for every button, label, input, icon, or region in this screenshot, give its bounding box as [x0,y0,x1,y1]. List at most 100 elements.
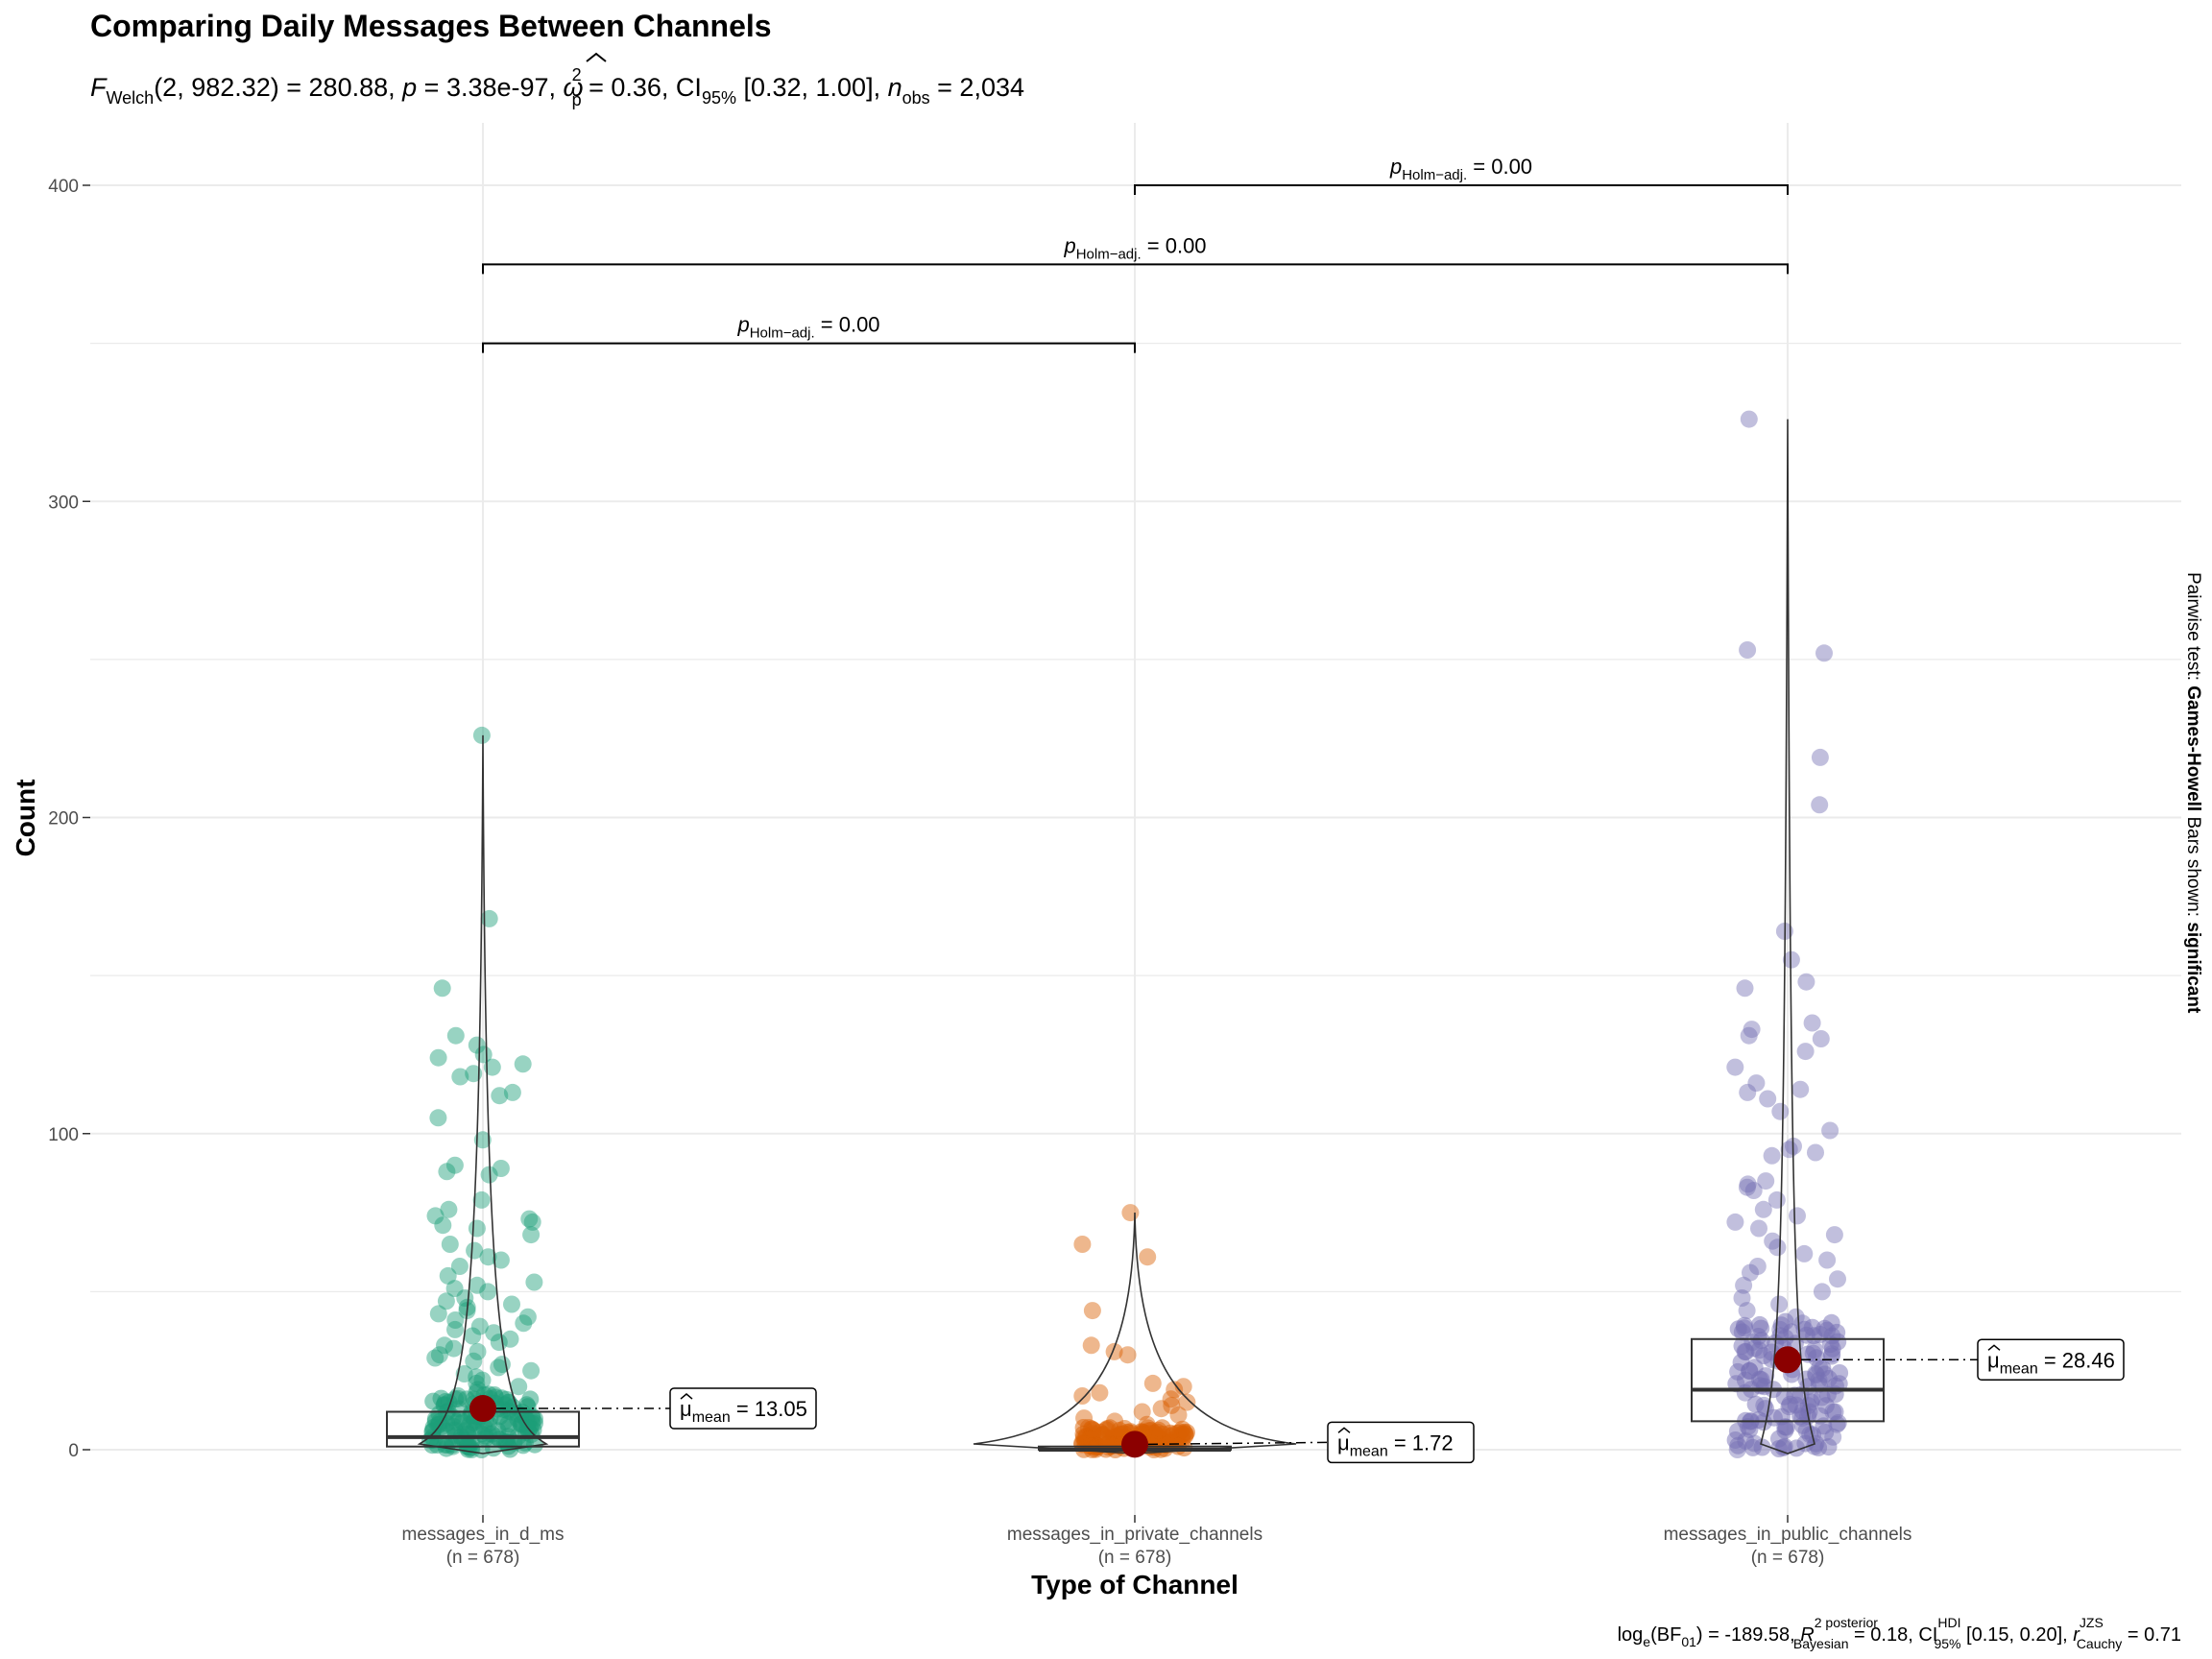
mean-label-box [1327,1421,1475,1464]
data-point [1139,1248,1157,1266]
data-point [1744,1182,1763,1199]
mean-point [1774,1346,1801,1374]
data-point [1133,1403,1151,1421]
data-point [1149,1421,1167,1439]
data-point [472,1441,491,1458]
data-point [525,1273,543,1291]
pairwise-side-label: Pairwise test: Games-Howell Bars shown: … [2183,572,2203,1014]
data-point [1821,1121,1839,1140]
data-point [1169,1406,1188,1424]
data-point [1101,1419,1119,1437]
data-point [455,1365,473,1382]
data-point [1770,1295,1789,1313]
data-point [1738,1178,1756,1196]
data-point [1743,1021,1761,1039]
data-point [1729,1436,1747,1455]
data-point [523,1213,541,1231]
data-point [446,1311,465,1329]
y-tick-label: 0 [68,1441,79,1461]
data-point [1748,1258,1767,1275]
x-category-label: messages_in_d_ms [402,1525,565,1545]
data-point [524,1421,542,1439]
data-point [439,1266,457,1285]
data-point [492,1160,510,1177]
hat-icon [1337,1427,1351,1433]
series-group: μmean = 13.05 [386,726,817,1458]
data-point [451,1068,469,1086]
data-point [1807,1143,1824,1162]
data-point [440,1200,458,1218]
y-axis-ticks: 0 100 200 300 400 [48,177,90,1461]
data-point [1750,1219,1767,1238]
data-point [1818,1251,1837,1269]
x-category-label: messages_in_public_channels [1664,1525,1912,1545]
data-point [437,1292,455,1310]
data-point [1152,1400,1170,1418]
data-point [1726,1213,1744,1231]
data-point [1757,1172,1775,1190]
data-point [1813,1283,1831,1301]
data-point [1726,1058,1744,1076]
data-point [492,1251,510,1269]
x-axis-categories: messages_in_d_ms (n = 678) messages_in_pri… [402,1515,1912,1568]
mean-point [469,1395,496,1423]
data-point [1091,1383,1109,1402]
hat-icon [680,1393,693,1400]
x-category-label: messages_in_private_channels [1007,1525,1262,1545]
data-point [490,1358,508,1377]
data-point [479,1283,497,1301]
violin [1760,419,1815,1455]
data-point [1791,1080,1810,1098]
data-point [445,1156,464,1174]
box [1691,1337,1885,1423]
data-point [444,1408,462,1427]
data-point [446,1026,465,1045]
data-point [1739,1175,1757,1193]
data-point [1083,1302,1101,1320]
data-point [429,1048,447,1067]
pairwise-label: pHolm−adj. = 0.00 [736,313,879,342]
data-point [1082,1336,1100,1355]
y-tick-label: 400 [48,177,79,197]
data-point [426,1349,445,1367]
data-point [426,1207,445,1225]
data-point [1796,1043,1815,1061]
x-category-n: (n = 678) [1098,1548,1172,1568]
data-point [1771,1102,1790,1120]
data-point [1740,1026,1758,1045]
data-point [466,1241,484,1260]
y-tick-label: 100 [48,1125,79,1145]
data-point [1740,410,1758,428]
data-point [1162,1390,1180,1408]
chart-subtitle: FWelch(2, 982.32) = 280.88, p = 3.38e-97… [90,65,1024,109]
mean-label: μmean = 1.72 [1337,1431,1454,1459]
data-point [1178,1393,1196,1411]
mean-label: μmean = 13.05 [680,1397,807,1426]
plot-grid [90,123,2181,1515]
data-point [1812,1407,1829,1425]
data-point [501,1330,519,1348]
data-point [469,1342,487,1360]
pairwise-label: pHolm−adj. = 0.00 [1389,155,1532,183]
data-point [503,1295,520,1313]
hat-icon [1987,1344,2001,1351]
pairwise-brackets: pHolm−adj. = 0.00 pHolm−adj. = 0.00 pHolm−… [482,155,1789,353]
data-point [483,1058,501,1076]
data-point [1073,1387,1092,1405]
pairwise-bracket [1134,184,1789,195]
data-point [490,1334,508,1352]
data-point [1742,1263,1759,1282]
data-point [480,1166,498,1184]
data-point [1825,1226,1843,1244]
data-point [1812,1030,1830,1047]
data-point [520,1210,539,1228]
data-point [434,1216,452,1235]
data-point [468,1368,486,1386]
series-layer: μmean = 13.05 μmean = 1.72 μmean = 28.46 [386,410,2125,1464]
data-point [1803,1014,1821,1032]
hat-icon [586,52,607,62]
data-point [1752,1319,1770,1337]
data-point [515,1314,533,1333]
y-axis-title: Count [11,780,40,857]
data-point [1736,1316,1753,1334]
